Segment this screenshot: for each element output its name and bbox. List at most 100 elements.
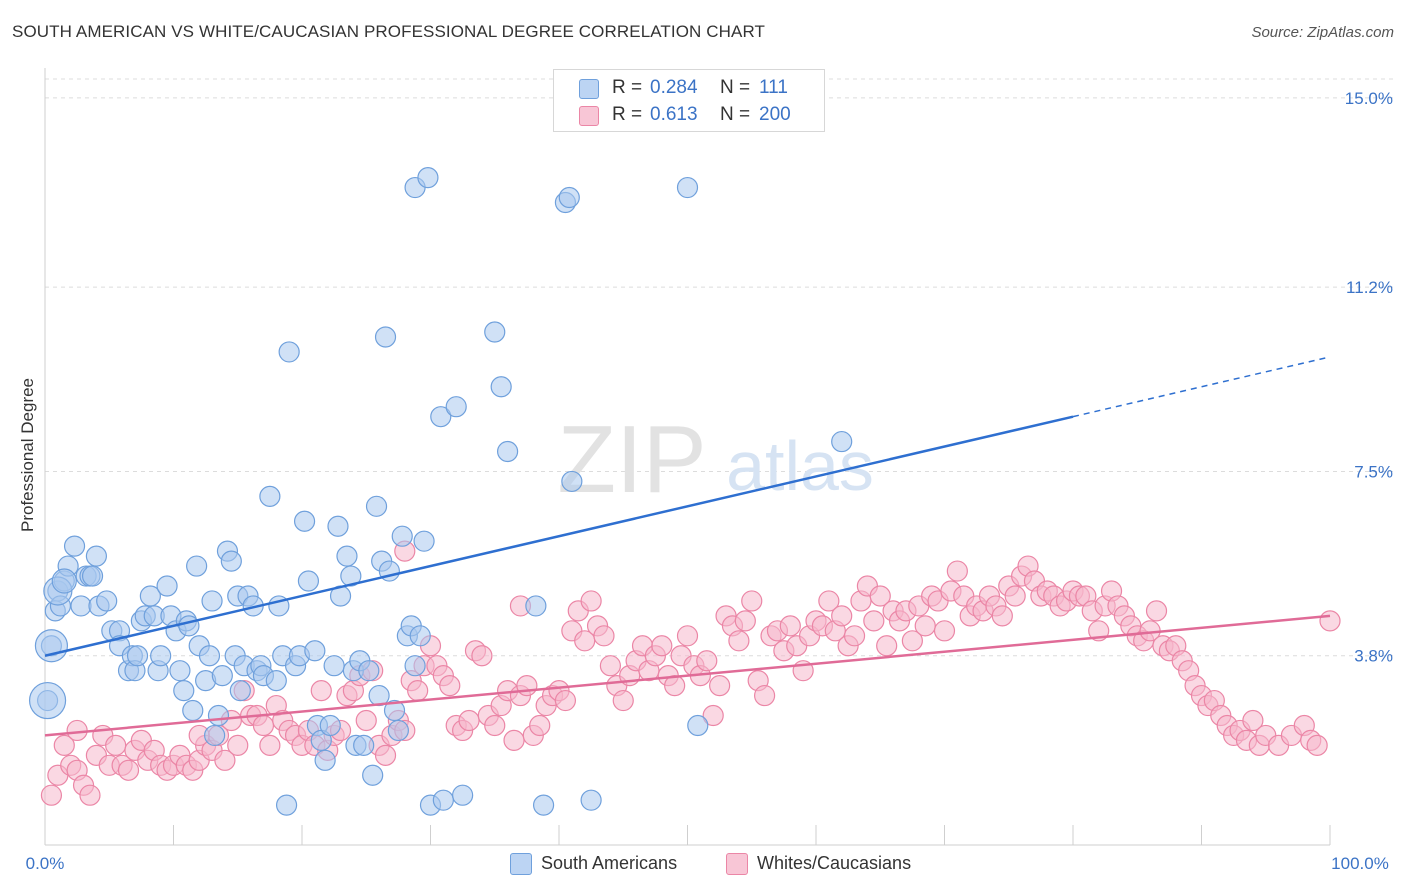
whites-caucasians-point bbox=[252, 714, 275, 737]
south-americans-point bbox=[169, 660, 191, 682]
south-americans-point bbox=[445, 396, 467, 418]
whites-caucasians-point bbox=[702, 704, 724, 727]
legend-row-south-americans: R = 0.284 N = 111 bbox=[554, 74, 824, 102]
trend-lines bbox=[44, 356, 1331, 737]
south-americans-point bbox=[323, 655, 345, 677]
r-label: R = bbox=[612, 104, 643, 125]
whites-caucasians-point bbox=[105, 734, 127, 756]
whites-caucasians-point bbox=[529, 714, 551, 737]
whites-caucasians-point bbox=[612, 689, 634, 712]
n-value: 111 bbox=[759, 77, 788, 98]
whites-caucasians-point bbox=[753, 684, 776, 707]
whites-caucasians-point bbox=[407, 679, 429, 702]
whites-caucasians-point bbox=[696, 650, 718, 672]
whites-caucasians-point bbox=[516, 675, 538, 697]
south-americans-point bbox=[81, 565, 104, 587]
whites-caucasians-point bbox=[1242, 709, 1264, 732]
south-americans-point bbox=[201, 590, 223, 612]
whites-caucasians-point bbox=[1319, 610, 1341, 632]
south-americans-point bbox=[63, 535, 86, 557]
n-value: 200 bbox=[759, 104, 791, 125]
whites-caucasians-point bbox=[676, 625, 699, 647]
whites-caucasians-point bbox=[471, 645, 493, 667]
south-americans-point bbox=[314, 749, 336, 771]
whites-caucasians-point bbox=[651, 635, 673, 657]
chart-title: SOUTH AMERICAN VS WHITE/CAUCASIAN PROFES… bbox=[12, 22, 766, 41]
y-tick-label: 7.5% bbox=[1354, 462, 1393, 481]
south-americans-point bbox=[362, 764, 384, 786]
south-americans-point bbox=[532, 794, 555, 816]
south-americans-point bbox=[336, 545, 358, 567]
south-americans-point bbox=[383, 699, 406, 722]
whites-caucasians-point bbox=[484, 714, 506, 737]
south-americans-point bbox=[293, 510, 316, 532]
whites-caucasians-point bbox=[1306, 734, 1328, 756]
south-americans-point-large bbox=[51, 568, 77, 594]
whites-caucasians-point bbox=[831, 605, 853, 627]
x-tick-label: 0.0% bbox=[26, 854, 65, 873]
south-americans-point bbox=[365, 495, 388, 517]
south-americans-point bbox=[229, 679, 251, 702]
whites-caucasians-point bbox=[946, 560, 968, 582]
legend-label-south-americans: South Americans bbox=[541, 853, 678, 873]
south-americans-point bbox=[85, 545, 108, 567]
south-americans-point bbox=[220, 550, 242, 572]
south-americans-point bbox=[432, 789, 454, 811]
south-americans-point bbox=[409, 625, 431, 647]
south-americans-point bbox=[204, 724, 226, 747]
south-americans-point bbox=[413, 530, 435, 552]
south-americans-point bbox=[358, 660, 380, 682]
whites-caucasians-point bbox=[310, 679, 332, 702]
south-americans-point bbox=[676, 176, 699, 199]
south-americans-point bbox=[278, 341, 300, 363]
source-attribution: Source: ZipAtlas.com bbox=[1251, 24, 1394, 41]
south-americans-point bbox=[327, 515, 349, 537]
r-value: 0.613 bbox=[650, 104, 698, 125]
whites-caucasians-point bbox=[734, 610, 756, 632]
n-label: N = bbox=[720, 104, 751, 125]
tick-labels: 3.8% 7.5% 11.2% 15.0% 0.0% 100.0% bbox=[26, 89, 1393, 873]
whites-caucasians-point bbox=[741, 590, 763, 612]
n-label: N = bbox=[720, 77, 751, 98]
legend-row-whites-caucasians: R = 0.613 N = 200 bbox=[554, 101, 824, 129]
r-value: 0.284 bbox=[650, 77, 698, 98]
south-americans-point-large bbox=[28, 681, 67, 720]
whites-caucasians-points bbox=[40, 540, 1341, 806]
south-americans-point bbox=[391, 525, 413, 547]
y-tick-label: 15.0% bbox=[1345, 89, 1393, 108]
south-americans-point bbox=[497, 440, 519, 463]
legend-label-whites-caucasians: Whites/Caucasians bbox=[757, 853, 912, 873]
south-americans-point bbox=[353, 734, 375, 756]
south-americans-point bbox=[340, 565, 362, 587]
south-americans-point bbox=[211, 665, 233, 687]
south-americans-point bbox=[430, 406, 452, 428]
south-americans-point bbox=[687, 714, 709, 737]
south-americans-point bbox=[186, 555, 208, 577]
south-americans-point bbox=[558, 186, 580, 209]
whites-caucasians-point bbox=[1004, 585, 1026, 607]
whites-caucasians-trend-line bbox=[44, 614, 1331, 737]
whites-caucasians-point bbox=[728, 630, 750, 652]
whites-caucasians-point bbox=[439, 675, 461, 697]
whites-caucasians-point bbox=[863, 610, 885, 632]
south-americans-point bbox=[580, 789, 602, 811]
south-americans-point bbox=[831, 430, 853, 453]
south-americans-point bbox=[304, 640, 326, 662]
south-americans-point bbox=[182, 699, 204, 722]
south-americans-point bbox=[452, 784, 474, 806]
south-americans-point bbox=[490, 376, 512, 398]
y-tick-label: 11.2% bbox=[1346, 278, 1393, 297]
south-americans-point bbox=[275, 794, 298, 816]
r-label: R = bbox=[612, 77, 643, 98]
whites-caucasians-point bbox=[876, 635, 898, 657]
south-americans-point bbox=[417, 166, 439, 189]
south-americans-trend-extension bbox=[1072, 356, 1331, 418]
whites-caucasians-point bbox=[991, 605, 1013, 627]
south-americans-point bbox=[178, 615, 200, 637]
whites-caucasians-point bbox=[779, 615, 801, 637]
whites-caucasians-point bbox=[458, 709, 480, 732]
watermark-zip: ZIP bbox=[557, 406, 706, 513]
south-americans-point bbox=[387, 719, 409, 742]
south-americans-point bbox=[525, 595, 547, 617]
